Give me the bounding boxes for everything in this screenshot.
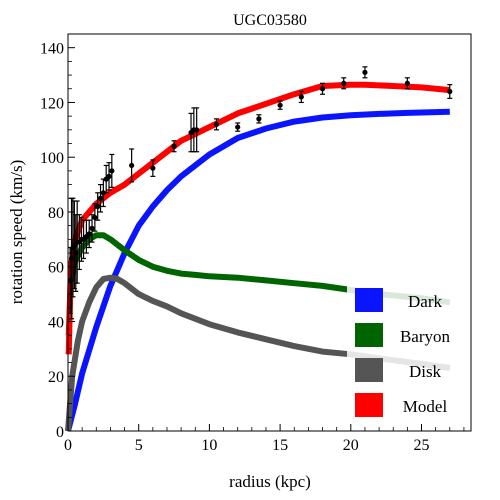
plot-frame [67, 33, 472, 432]
data-point [92, 203, 98, 232]
data-marker [95, 203, 101, 210]
data-marker [404, 80, 410, 86]
data-point [109, 153, 115, 188]
y-tick-label: 0 [56, 424, 64, 441]
legend-item-dark: Dark [355, 288, 442, 312]
y-tick-label: 140 [40, 41, 64, 58]
data-point [97, 183, 104, 213]
y-tick-label: 60 [48, 260, 64, 277]
y-tick-label: 20 [48, 369, 64, 386]
y-tick-label: 80 [48, 205, 64, 222]
data-point [83, 219, 89, 254]
data-marker [194, 127, 200, 133]
data-point [213, 118, 220, 131]
x-tick-label: 0 [64, 437, 72, 454]
legend-label: Baryon [400, 327, 451, 346]
series-line-disk [65, 274, 451, 432]
data-point [256, 114, 262, 124]
data-marker [150, 165, 156, 171]
y-tick-label: 100 [40, 150, 64, 167]
data-marker [92, 214, 98, 221]
data-marker [171, 143, 177, 149]
data-marker [89, 225, 95, 231]
data-point [188, 112, 194, 153]
data-point [298, 90, 304, 104]
legend: Dark Baryon Disk Model [347, 277, 469, 421]
legend-label: Dark [408, 292, 442, 311]
data-point [86, 219, 92, 249]
series-line-dark [65, 108, 450, 432]
data-point [235, 122, 241, 132]
data-marker [447, 88, 453, 95]
data-point [95, 192, 101, 221]
x-tick-label: 20 [343, 437, 359, 454]
data-point [319, 82, 326, 95]
data-marker [109, 168, 115, 174]
data-marker [362, 69, 368, 75]
legend-swatch [355, 323, 383, 347]
y-tick-label: 40 [48, 314, 64, 331]
legend-swatch [355, 288, 383, 312]
data-marker [298, 94, 304, 100]
data-marker [213, 121, 220, 127]
x-axis-label: radius (kpc) [229, 472, 311, 491]
legend-swatch [355, 358, 383, 382]
data-point [194, 107, 200, 153]
data-marker [341, 80, 347, 86]
plot-area [65, 66, 453, 432]
y-axis-label: rotation speed (km/s) [7, 160, 26, 304]
legend-item-baryon: Baryon [355, 323, 451, 347]
data-point [341, 77, 347, 90]
data-point [106, 162, 112, 191]
data-marker [319, 86, 326, 92]
data-marker [86, 231, 92, 237]
data-point [447, 84, 453, 99]
legend-label: Disk [409, 362, 442, 381]
x-tick-label: 5 [135, 437, 143, 454]
legend-label: Model [403, 397, 448, 416]
data-marker [235, 124, 241, 130]
legend-item-disk: Disk [355, 358, 442, 382]
data-marker [97, 195, 104, 201]
x-tick-label: 15 [272, 437, 288, 454]
data-point [171, 140, 177, 153]
data-point [89, 214, 95, 243]
y-tick-label: 120 [40, 95, 64, 112]
data-point [362, 66, 368, 79]
legend-swatch [355, 393, 383, 417]
data-point [404, 77, 410, 90]
data-marker [106, 173, 112, 179]
data-point [277, 100, 283, 110]
data-marker [256, 116, 262, 122]
axes: 0 5 10 15 20 25 0 20 40 60 80 100 120 140 [40, 41, 465, 454]
data-point [103, 164, 109, 194]
x-tick-label: 25 [414, 437, 430, 454]
series-line-model [65, 81, 451, 355]
chart-title: UGC03580 [233, 12, 307, 29]
legend-item-model: Model [355, 393, 447, 417]
data-point [76, 214, 82, 271]
x-tick-label: 10 [201, 437, 217, 454]
data-marker [277, 102, 283, 108]
data-point [129, 148, 135, 183]
data-point [150, 159, 156, 177]
data-marker [100, 190, 106, 196]
data-marker [129, 162, 135, 169]
